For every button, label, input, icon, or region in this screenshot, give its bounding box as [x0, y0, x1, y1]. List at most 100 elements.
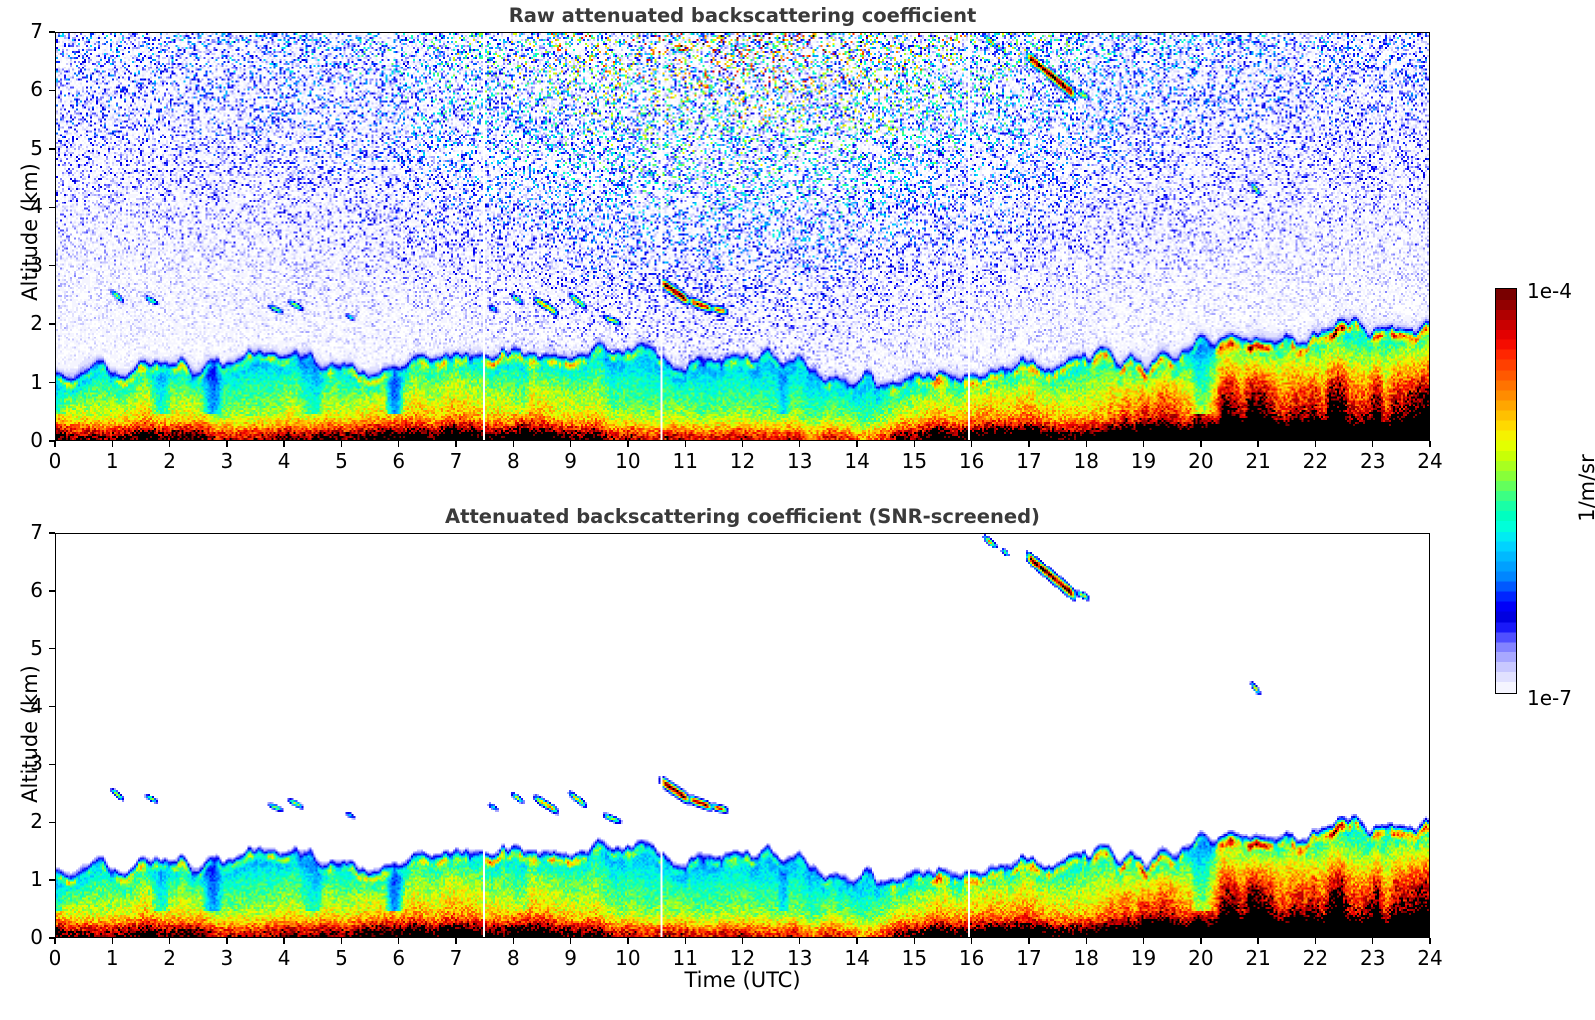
y-tick-label: 3: [30, 751, 43, 776]
heatmap-screened: [56, 534, 1429, 937]
x-tick-label: 11: [672, 449, 698, 473]
x-tick-label: 24: [1417, 946, 1443, 970]
x-tick-mark: [684, 441, 686, 447]
x-tick-mark: [1314, 441, 1317, 447]
x-tick-label: 4: [277, 449, 291, 473]
y-tick-mark: [49, 648, 55, 650]
x-tick-mark: [1257, 938, 1259, 944]
colorbar-unit-label: 1/m/sr: [1575, 454, 1595, 522]
x-tick-label: 13: [787, 946, 813, 970]
x-tick-mark: [1372, 938, 1374, 944]
x-tick-mark: [856, 938, 858, 944]
x-tick-mark: [168, 938, 171, 944]
y-tick-label: 1: [30, 867, 43, 892]
x-tick-label: 17: [1016, 449, 1042, 473]
x-tick-mark: [799, 441, 801, 447]
x-tick-label: 24: [1417, 449, 1443, 473]
x-tick-mark: [283, 441, 285, 447]
x-tick-mark: [455, 441, 457, 447]
x-tick-mark: [168, 441, 171, 447]
x-tick-mark: [1314, 938, 1317, 944]
x-tick-mark: [1200, 938, 1202, 944]
x-tick-mark: [111, 938, 113, 944]
x-tick-label: 12: [729, 449, 756, 473]
y-tick-mark: [49, 381, 55, 384]
x-tick-label: 7: [449, 449, 463, 473]
y-tick-mark: [49, 532, 55, 534]
x-tick-label: 20: [1188, 946, 1214, 970]
y-tick-mark: [49, 590, 55, 592]
x-tick-mark: [1142, 441, 1145, 447]
y-tick-label: 7: [30, 19, 43, 43]
y-tick-label: 7: [30, 520, 43, 544]
x-tick-label: 3: [220, 449, 234, 473]
x-tick-label: 1: [105, 946, 119, 970]
y-tick-mark: [49, 31, 55, 33]
x-tick-label: 20: [1188, 449, 1214, 473]
y-tick-label: 0: [30, 925, 43, 949]
x-tick-label: 6: [392, 449, 406, 473]
plot-area-screened: [55, 533, 1430, 938]
x-tick-label: 13: [787, 449, 813, 473]
x-tick-mark: [512, 441, 515, 447]
x-tick-mark: [913, 938, 916, 944]
y-tick-mark: [49, 206, 55, 208]
x-tick-mark: [1142, 938, 1145, 944]
x-tick-mark: [1429, 441, 1431, 447]
y-tick-label: 4: [30, 693, 43, 718]
x-tick-label: 17: [1016, 946, 1042, 970]
x-tick-label: 16: [958, 946, 985, 970]
x-tick-label: 0: [48, 449, 62, 473]
x-tick-label: 21: [1245, 946, 1271, 970]
y-tick-mark: [49, 937, 55, 939]
x-tick-label: 2: [163, 946, 176, 970]
x-tick-label: 3: [220, 946, 234, 970]
y-tick-label: 5: [30, 635, 43, 660]
x-tick-label: 1: [105, 449, 119, 473]
x-tick-mark: [741, 938, 744, 944]
y-tick-mark: [49, 89, 55, 92]
x-tick-mark: [1028, 938, 1030, 944]
x-tick-label: 12: [729, 946, 756, 970]
x-tick-label: 23: [1359, 449, 1386, 473]
x-tick-mark: [1200, 441, 1202, 447]
x-tick-label: 19: [1130, 449, 1157, 473]
x-tick-label: 9: [564, 449, 577, 473]
x-tick-label: 18: [1073, 449, 1099, 473]
y-tick-mark: [49, 879, 55, 881]
x-tick-label: 10: [615, 946, 641, 970]
x-tick-label: 4: [277, 946, 291, 970]
x-tick-label: 9: [564, 946, 577, 970]
x-tick-label: 22: [1302, 946, 1329, 970]
y-tick-mark: [49, 323, 55, 325]
x-tick-mark: [1372, 441, 1374, 447]
x-tick-label: 2: [163, 449, 176, 473]
y-tick-mark: [49, 763, 55, 766]
y-tick-label: 2: [30, 809, 43, 834]
x-axis-label-time: Time (UTC): [684, 968, 801, 992]
x-tick-mark: [54, 938, 56, 944]
panel-title-raw: Raw attenuated backscattering coefficien…: [508, 4, 977, 27]
panel-title-screened: Attenuated backscattering coefficient (S…: [445, 505, 1040, 528]
y-axis-label-raw: Altitude (km): [18, 163, 42, 301]
x-tick-label: 19: [1130, 946, 1157, 970]
x-tick-mark: [340, 938, 343, 944]
x-tick-mark: [226, 441, 228, 447]
x-tick-label: 10: [615, 449, 641, 473]
y-tick-label: 4: [30, 194, 43, 219]
y-tick-label: 6: [30, 577, 43, 602]
x-tick-mark: [54, 441, 56, 447]
x-tick-label: 23: [1359, 946, 1386, 970]
x-tick-mark: [226, 938, 228, 944]
x-tick-mark: [455, 938, 457, 944]
x-tick-label: 5: [335, 946, 348, 970]
y-tick-label: 3: [30, 252, 43, 277]
x-tick-label: 6: [392, 946, 406, 970]
y-axis-label-screened: Altitude (km): [18, 665, 42, 803]
x-tick-mark: [627, 441, 629, 447]
x-tick-label: 0: [48, 946, 62, 970]
x-tick-mark: [1028, 441, 1030, 447]
colorbar-min-label: 1e-7: [1527, 686, 1572, 710]
x-tick-mark: [1429, 938, 1431, 944]
